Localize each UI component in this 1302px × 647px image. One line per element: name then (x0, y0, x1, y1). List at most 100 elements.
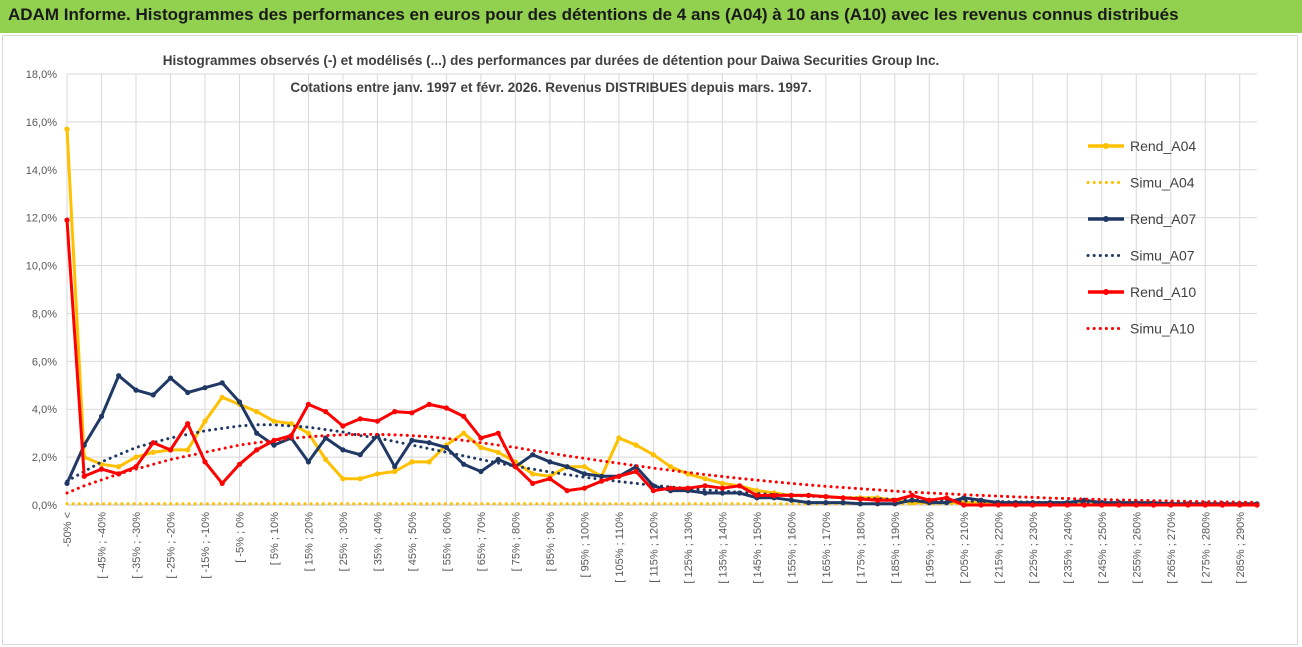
data-point (116, 373, 122, 379)
data-point (374, 418, 380, 424)
data-point (840, 500, 846, 506)
x-tick-label: [ 235% ; 240% (1062, 512, 1074, 584)
legend-item-simu-a10: Simu_A10 (1086, 321, 1195, 337)
data-point (323, 435, 329, 441)
data-point (392, 464, 398, 470)
data-point (461, 461, 467, 467)
legend-marker (1103, 289, 1109, 295)
x-tick-label: [ 75% ; 80% (510, 512, 522, 572)
data-point (564, 464, 570, 470)
x-tick-label: [ 125% ; 130% (683, 512, 695, 584)
data-point (599, 478, 605, 484)
x-tick-label: [ -35% ; -30% (131, 512, 143, 579)
data-point (926, 497, 932, 503)
data-point (133, 454, 139, 460)
data-point (806, 492, 812, 498)
data-point (392, 468, 398, 475)
data-point (305, 459, 311, 465)
x-tick-label: [ 195% ; 200% (924, 512, 936, 584)
data-point (633, 468, 639, 475)
data-point (1202, 502, 1208, 508)
data-point (133, 464, 139, 470)
y-tick-label: 18,0% (26, 69, 57, 81)
x-tick-label: [ 145% ; 150% (752, 512, 764, 584)
series-rend-a04 (64, 126, 1260, 508)
data-point (892, 501, 898, 507)
legend: Rend_A04 Simu_A04 Rend_A07 Simu_A07 Rend_A10… (1086, 138, 1196, 337)
x-tick-label: [ -15% ; -10% (200, 512, 212, 579)
chart-title: Histogrammes observés (-) et modélisés (… (163, 53, 939, 95)
data-point (392, 409, 398, 415)
data-point (702, 476, 708, 482)
data-point (426, 401, 432, 407)
data-point (185, 389, 191, 396)
data-point (81, 473, 87, 479)
data-point (581, 485, 588, 491)
data-point (478, 444, 484, 451)
x-tick-label: [ 265% ; 270% (1166, 512, 1178, 584)
y-tick-label: 4,0% (32, 404, 57, 416)
y-tick-label: 14,0% (26, 165, 57, 177)
data-point (995, 502, 1001, 508)
x-tick-label: [ 105% ; 110% (614, 512, 626, 583)
data-point (426, 459, 432, 465)
legend-label: Simu_A07 (1130, 248, 1195, 264)
data-point (1219, 502, 1226, 508)
data-point (633, 442, 639, 448)
x-tick-label: [ 25% ; 30% (338, 512, 350, 572)
data-point (771, 492, 777, 498)
x-tick-label: [ 245% ; 250% (1097, 512, 1109, 584)
data-point (530, 471, 536, 477)
data-point (271, 442, 277, 448)
data-point (478, 435, 484, 441)
x-tick-label: [ 35% ; 40% (372, 512, 384, 572)
data-point (426, 440, 432, 446)
series-simu-a10 (65, 432, 1259, 504)
data-point (219, 380, 225, 386)
data-point (64, 217, 70, 223)
data-point (340, 423, 346, 429)
data-point (650, 488, 657, 494)
data-point (219, 394, 225, 400)
data-point (236, 399, 243, 405)
data-point (650, 452, 657, 458)
x-tick-label: [ 95% ; 100% (579, 512, 591, 578)
data-point (1081, 502, 1088, 508)
data-point (202, 459, 208, 465)
chart: Histogrammes observés (-) et modélisés (… (26, 53, 1260, 584)
data-point (1185, 502, 1191, 508)
data-point (547, 476, 553, 482)
data-point (98, 413, 105, 419)
data-point (185, 447, 191, 453)
data-point (167, 375, 174, 381)
data-point (167, 447, 174, 453)
data-point (1099, 502, 1105, 508)
x-tick-label: [ 175% ; 180% (855, 512, 867, 584)
data-point (840, 495, 846, 501)
y-tick-label: 16,0% (26, 117, 57, 129)
data-point (409, 410, 415, 416)
data-point (357, 476, 363, 482)
data-point (702, 490, 708, 496)
data-point (1047, 502, 1053, 508)
y-tick-label: 6,0% (32, 356, 57, 368)
data-point (581, 471, 588, 477)
data-point (443, 444, 449, 451)
data-point (495, 430, 501, 436)
data-point (254, 409, 260, 415)
data-point (357, 452, 363, 458)
y-tick-label: 0,0% (32, 500, 57, 512)
data-point (461, 430, 467, 436)
data-point (1064, 502, 1070, 508)
data-point (202, 385, 208, 391)
data-point (512, 464, 518, 470)
x-tick-label: [ 215% ; 220% (993, 512, 1005, 584)
data-point (185, 421, 191, 427)
data-point (1013, 502, 1019, 508)
data-point (461, 413, 467, 419)
data-point (288, 421, 294, 427)
series-line (65, 423, 1259, 506)
data-point (754, 492, 760, 498)
legend-label: Rend_A10 (1130, 284, 1196, 300)
